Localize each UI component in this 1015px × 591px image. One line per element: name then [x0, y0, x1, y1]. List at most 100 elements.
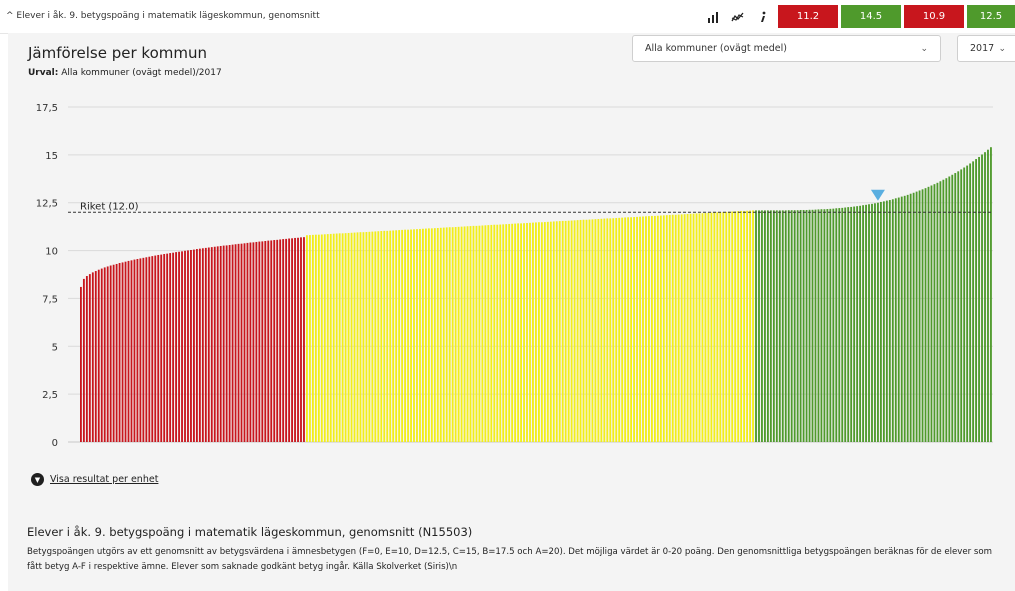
- bar: [359, 232, 362, 442]
- bar: [549, 221, 552, 442]
- bar: [906, 194, 909, 442]
- bar: [288, 238, 291, 442]
- bar: [874, 203, 876, 442]
- bar: [662, 215, 665, 442]
- info-icon[interactable]: [750, 6, 775, 28]
- bar: [838, 208, 841, 442]
- bar: [118, 263, 121, 442]
- bar: [698, 213, 701, 442]
- bar: [169, 253, 172, 442]
- bar: [82, 278, 85, 442]
- selection-label: Urval:: [28, 68, 59, 78]
- bar: [190, 250, 192, 442]
- selection-text: Urval: Alla kommuner (ovägt medel)/2017: [28, 68, 222, 78]
- bar: [966, 165, 969, 442]
- bar: [740, 210, 743, 442]
- bar: [722, 212, 725, 442]
- bar: [80, 286, 82, 442]
- bar: [91, 272, 94, 442]
- bar: [728, 211, 731, 442]
- bar: [121, 262, 124, 442]
- bar: [648, 216, 650, 442]
- bar: [540, 222, 543, 442]
- bar: [243, 243, 246, 442]
- bar: [392, 230, 395, 442]
- bar: [454, 227, 457, 442]
- bar: [154, 255, 157, 442]
- bar: [112, 264, 115, 442]
- bar: [603, 218, 606, 442]
- bar: [570, 220, 573, 442]
- bar: [451, 227, 454, 442]
- bar: [395, 230, 398, 442]
- bar: [850, 206, 853, 442]
- year-select[interactable]: 2017 ⌄: [957, 35, 1015, 62]
- bar: [817, 209, 820, 442]
- show-per-unit-label: Visa resultat per enhet: [50, 474, 159, 485]
- bar: [897, 197, 900, 442]
- bar: [814, 209, 817, 442]
- bar: [802, 209, 805, 442]
- bar-chart-icon[interactable]: [700, 6, 725, 28]
- bar: [942, 179, 945, 442]
- bar: [195, 249, 198, 442]
- bar: [136, 258, 139, 442]
- bar: [832, 208, 835, 442]
- show-per-unit-link[interactable]: ▼ Visa resultat per enhet: [31, 473, 158, 486]
- bar: [368, 231, 371, 442]
- kommun-select[interactable]: Alla kommuner (ovägt medel) ⌄: [632, 35, 941, 62]
- bar: [291, 238, 293, 442]
- bar: [303, 237, 305, 442]
- bar: [900, 196, 903, 442]
- bar: [222, 245, 225, 442]
- bar: [683, 214, 686, 442]
- bar: [871, 203, 873, 442]
- score-box: 10.9: [904, 5, 964, 28]
- bar: [115, 263, 118, 442]
- bar: [877, 202, 879, 442]
- bar: [496, 224, 499, 442]
- bar: [499, 224, 502, 442]
- bar: [481, 225, 484, 442]
- bar: [326, 234, 329, 442]
- bar: [106, 266, 109, 442]
- indicator-title[interactable]: ^ Elever i åk. 9. betygspoäng i matemati…: [6, 11, 320, 21]
- bar: [859, 205, 862, 442]
- bar: [469, 226, 472, 442]
- bar: [246, 242, 249, 442]
- bar: [487, 225, 490, 442]
- bar: [615, 218, 618, 442]
- bar: [103, 267, 106, 442]
- bar: [882, 201, 885, 442]
- bar: [329, 233, 332, 442]
- bar: [805, 209, 808, 442]
- bar: [879, 201, 882, 442]
- bar: [526, 223, 528, 442]
- bar: [659, 215, 662, 442]
- bar: [573, 220, 576, 442]
- trend-icon[interactable]: [725, 6, 750, 28]
- bar: [261, 241, 264, 442]
- view-icons: [700, 6, 775, 28]
- bar: [796, 210, 799, 442]
- y-tick-label: 17,5: [36, 103, 58, 114]
- bar: [433, 228, 436, 442]
- bar: [766, 210, 769, 442]
- bar: [668, 214, 671, 442]
- bar: [758, 210, 760, 442]
- chevron-down-icon: ⌄: [998, 43, 1006, 54]
- bar: [990, 147, 992, 442]
- bar: [427, 228, 430, 442]
- bar: [472, 225, 475, 442]
- bar: [490, 224, 493, 442]
- bar: [627, 217, 630, 442]
- bar: [347, 232, 350, 442]
- bar: [645, 216, 647, 442]
- bar: [793, 210, 796, 442]
- bar: [517, 223, 520, 442]
- bar: [267, 240, 270, 442]
- bar: [353, 232, 356, 442]
- bar: [856, 206, 859, 442]
- bar: [624, 217, 627, 442]
- bar: [841, 207, 844, 442]
